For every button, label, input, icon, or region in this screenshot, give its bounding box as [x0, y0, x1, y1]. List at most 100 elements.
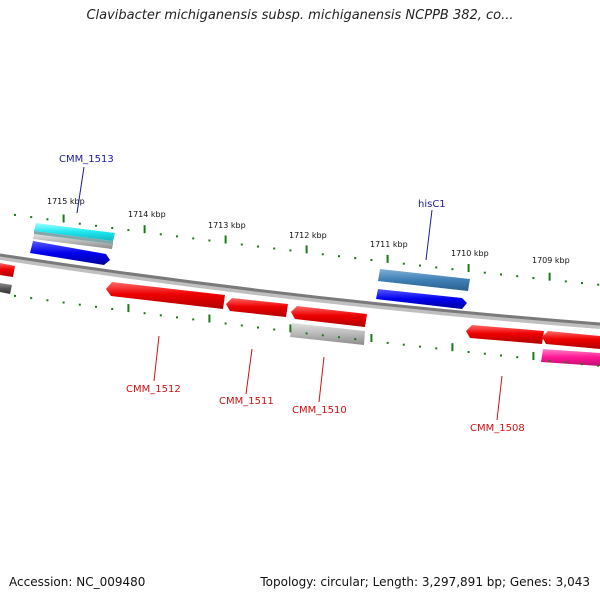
tick-label-1712: 1712 kbp	[289, 231, 327, 240]
minor-tick	[30, 297, 33, 300]
leader-cmm-1510	[318, 356, 325, 403]
minor-tick	[240, 324, 243, 327]
minor-tick	[176, 235, 178, 238]
major-tick	[548, 272, 551, 281]
gene-label-cmm-1512[interactable]: CMM_1512	[126, 384, 181, 395]
feature-dark-left-edge[interactable]	[0, 283, 12, 294]
minor-tick	[532, 277, 535, 279]
backbone	[0, 253, 600, 326]
major-tick	[289, 324, 292, 333]
minor-tick	[305, 332, 308, 335]
minor-tick	[338, 255, 340, 258]
minor-tick	[14, 213, 16, 216]
minor-tick	[176, 316, 178, 319]
minor-tick	[402, 262, 405, 265]
minor-tick	[127, 229, 130, 232]
major-tick	[143, 225, 146, 234]
tick-label-1713: 1713 kbp	[208, 221, 246, 230]
minor-tick	[78, 303, 81, 306]
map-title: Clavibacter michiganensis subsp. michiga…	[86, 8, 514, 23]
minor-tick	[192, 318, 195, 321]
feature-red-left-edge[interactable]	[0, 263, 15, 277]
feature-cmm-1509[interactable]	[466, 325, 544, 344]
gene-label-cmm-1510[interactable]: CMM_1510	[292, 405, 347, 416]
tick-label-1710: 1710 kbp	[451, 249, 489, 258]
feature-cmm-1513[interactable]	[30, 241, 110, 265]
minor-tick	[548, 359, 551, 362]
minor-tick	[46, 299, 49, 302]
minor-tick	[208, 239, 211, 242]
minor-tick	[143, 312, 146, 315]
major-tick	[208, 314, 211, 323]
minor-tick	[500, 354, 502, 357]
genome-summary-text: Topology: circular; Length: 3,297,891 bp…	[260, 575, 590, 589]
minor-tick	[321, 253, 324, 256]
feature-cmm-1511[interactable]	[226, 298, 288, 317]
major-tick	[305, 245, 308, 254]
feature-gray-reverse[interactable]	[290, 323, 365, 345]
feature-hisc1[interactable]	[376, 289, 467, 309]
major-tick	[127, 304, 130, 313]
minor-tick	[516, 275, 519, 278]
major-tick	[532, 352, 535, 360]
minor-tick	[354, 257, 357, 260]
minor-tick	[370, 259, 373, 261]
gene-label-cmm-1511[interactable]: CMM_1511	[219, 396, 274, 407]
minor-tick	[273, 328, 276, 331]
minor-tick	[289, 249, 292, 252]
minor-tick	[581, 363, 583, 366]
minor-tick	[386, 341, 389, 344]
minor-tick	[338, 336, 340, 339]
minor-tick	[95, 224, 97, 227]
minor-tick	[257, 326, 259, 329]
minor-tick	[240, 243, 243, 246]
major-tick	[451, 343, 454, 352]
minor-tick	[483, 271, 486, 274]
leader-cmm-1511	[245, 348, 253, 395]
feature-gray-forward[interactable]	[33, 234, 113, 249]
tick-label-1709: 1709 kbp	[532, 256, 570, 265]
minor-tick	[564, 280, 567, 283]
minor-tick	[483, 352, 486, 355]
major-tick	[467, 264, 470, 272]
feature-cmm-1508[interactable]	[542, 331, 600, 349]
minor-tick	[597, 364, 600, 367]
feature-cmm-1510[interactable]	[291, 306, 367, 327]
tick-row-upper	[14, 213, 600, 286]
minor-tick	[516, 356, 519, 359]
tick-row-lower	[14, 294, 600, 367]
major-tick	[370, 334, 373, 342]
feature-cmm-1512[interactable]	[106, 282, 225, 309]
backbone-shadow	[0, 254, 600, 329]
feature-steel-blue[interactable]	[378, 269, 470, 291]
tick-label-1715: 1715 kbp	[47, 197, 85, 206]
minor-tick	[500, 273, 502, 276]
major-tick	[386, 254, 389, 263]
minor-tick	[419, 264, 421, 267]
minor-tick	[159, 233, 162, 236]
minor-tick	[321, 334, 324, 337]
minor-tick	[14, 294, 16, 297]
leader-cmm-1508	[496, 375, 503, 421]
tick-label-1714: 1714 kbp	[128, 210, 166, 219]
accession-text: Accession: NC_009480	[9, 575, 146, 589]
minor-tick	[192, 237, 195, 240]
minor-tick	[224, 322, 227, 325]
major-tick	[224, 235, 227, 244]
minor-tick	[402, 343, 405, 346]
gene-label-cmm-1508[interactable]: CMM_1508	[470, 423, 525, 434]
minor-tick	[257, 245, 259, 248]
minor-tick	[419, 345, 421, 348]
minor-tick	[95, 305, 97, 308]
minor-tick	[451, 268, 454, 271]
minor-tick	[111, 308, 114, 310]
minor-tick	[597, 283, 600, 286]
gene-label-cmm-1513[interactable]: CMM_1513	[59, 154, 114, 165]
minor-tick	[159, 314, 162, 317]
feature-pink[interactable]	[541, 349, 600, 366]
minor-tick	[581, 282, 583, 285]
gene-label-hisc1[interactable]: hisC1	[418, 199, 446, 210]
leader-cmm-1513	[76, 166, 85, 214]
minor-tick	[435, 347, 438, 350]
